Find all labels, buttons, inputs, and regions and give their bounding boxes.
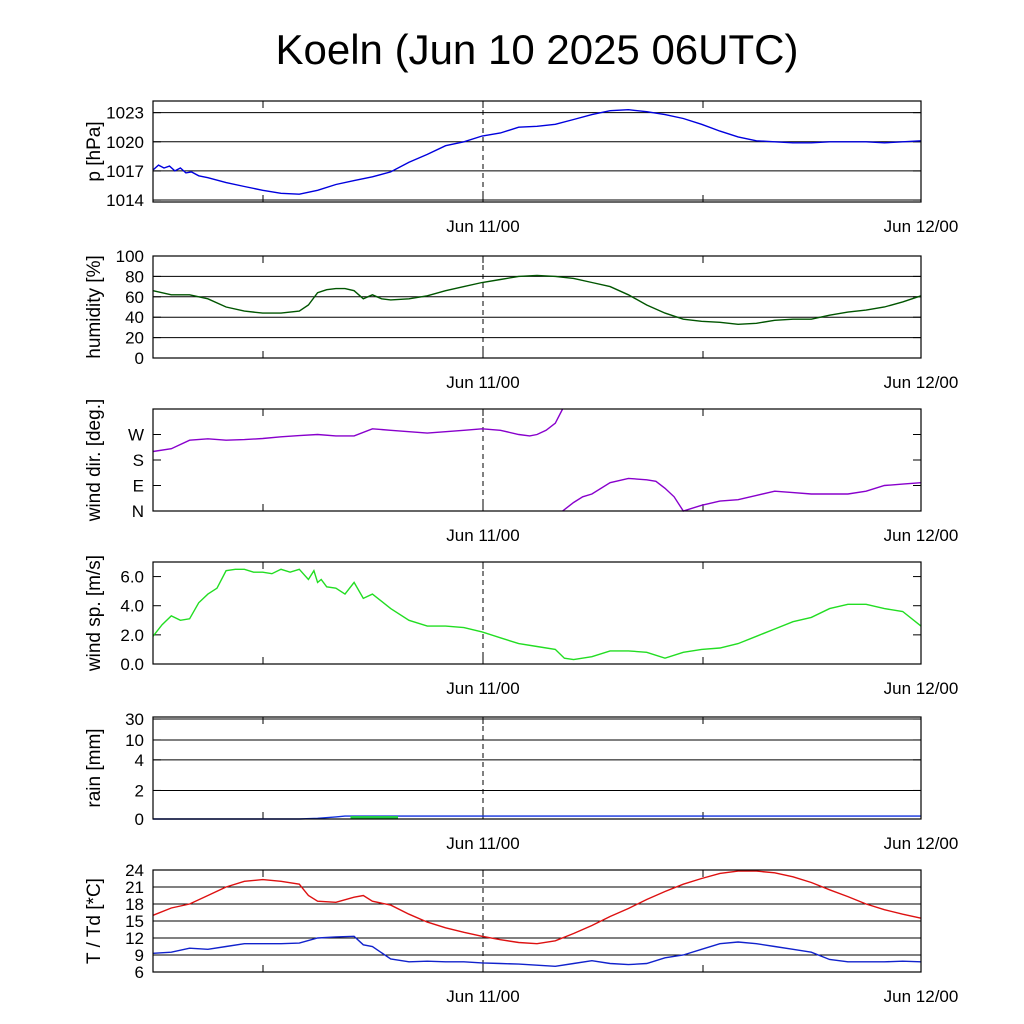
x-date-label: Jun 12/00 — [884, 834, 959, 853]
y-tick-label: 1017 — [106, 162, 144, 181]
y-tick-label: 0 — [135, 810, 144, 829]
series-line-wind_direction — [152, 408, 564, 453]
y-tick-label: 0 — [135, 349, 144, 368]
chart-title: Koeln (Jun 10 2025 06UTC) — [275, 26, 799, 73]
y-tick-label: 2 — [135, 781, 144, 800]
y-tick-label: 1014 — [106, 191, 144, 210]
y-tick-label: 100 — [116, 247, 144, 266]
x-date-label: Jun 11/00 — [446, 987, 519, 1006]
y-tick-label: 0.0 — [120, 655, 144, 674]
series-line-wind_direction — [562, 477, 922, 512]
x-date-label: Jun 12/00 — [884, 679, 959, 698]
y-axis-label: wind dir. [deg.] — [84, 399, 105, 523]
y-tick-label: 4.0 — [120, 597, 144, 616]
y-tick-label: 1023 — [106, 104, 144, 123]
x-date-label: Jun 12/00 — [884, 526, 959, 545]
y-axis-label: humidity [%] — [84, 255, 105, 358]
series-line-pressure — [152, 108, 922, 195]
panel-frame — [152, 408, 922, 512]
y-tick-label: 1020 — [106, 133, 144, 152]
x-date-label: Jun 11/00 — [446, 373, 519, 392]
panel-frame — [152, 100, 922, 203]
y-tick-label: 30 — [125, 710, 144, 729]
y-tick-label: 15 — [125, 912, 144, 931]
panel-frame — [152, 869, 922, 973]
y-tick-label: 80 — [125, 267, 144, 286]
y-tick-label: E — [133, 477, 144, 496]
y-axis-label: rain [mm] — [84, 728, 105, 807]
x-date-label: Jun 12/00 — [884, 217, 959, 236]
y-tick-label: 21 — [125, 878, 144, 897]
y-tick-label: 4 — [135, 751, 144, 770]
y-tick-label: W — [128, 426, 144, 445]
y-tick-label: 24 — [125, 861, 144, 880]
series-line-temperature — [152, 870, 922, 945]
y-tick-label: 6.0 — [120, 568, 144, 587]
y-tick-label: 40 — [125, 308, 144, 327]
y-axis-label: p [hPa] — [84, 121, 105, 181]
panel-frame — [152, 255, 922, 359]
x-date-label: Jun 12/00 — [884, 373, 959, 392]
panel-frame — [152, 561, 922, 665]
x-date-label: Jun 11/00 — [446, 526, 519, 545]
series-line-temperature — [152, 935, 922, 968]
y-tick-label: 10 — [125, 731, 144, 750]
y-axis-label: wind sp. [m/s] — [84, 555, 105, 672]
y-axis-label: T / Td [*C] — [84, 878, 105, 964]
y-tick-label: 6 — [135, 963, 144, 982]
y-tick-label: S — [133, 451, 144, 470]
series-line-humidity — [152, 274, 922, 326]
x-date-label: Jun 11/00 — [446, 834, 519, 853]
y-tick-label: 18 — [125, 895, 144, 914]
panel-frame — [152, 716, 922, 820]
x-date-label: Jun 12/00 — [884, 987, 959, 1006]
y-tick-label: 12 — [125, 929, 144, 948]
series-line-wind_speed — [152, 568, 922, 661]
y-tick-label: 9 — [135, 946, 144, 965]
y-tick-label: N — [132, 502, 144, 521]
x-date-label: Jun 11/00 — [446, 679, 519, 698]
y-tick-label: 2.0 — [120, 626, 144, 645]
y-tick-label: 60 — [125, 288, 144, 307]
x-date-label: Jun 11/00 — [446, 217, 519, 236]
y-tick-label: 20 — [125, 329, 144, 348]
